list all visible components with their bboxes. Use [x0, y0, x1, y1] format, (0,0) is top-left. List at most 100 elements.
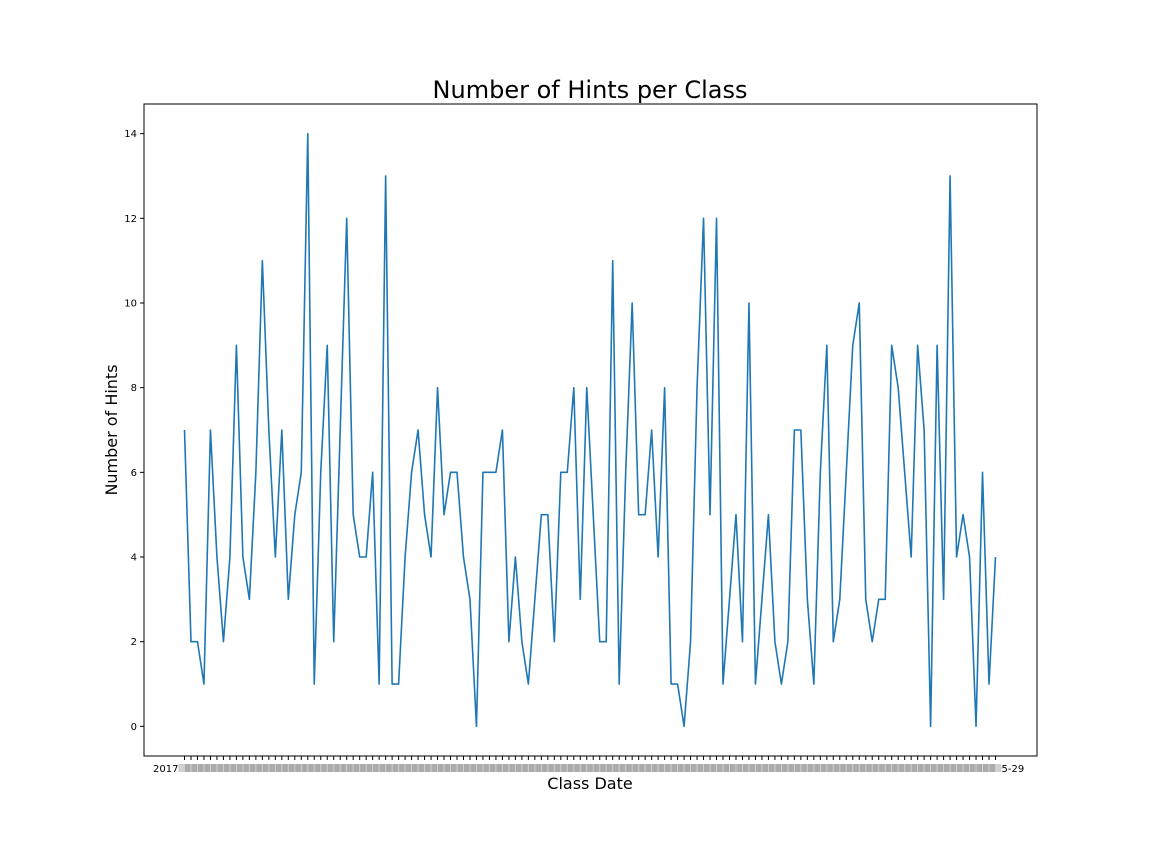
x-tick-label-mark: [970, 764, 983, 772]
x-tick-label-mark: [723, 764, 736, 772]
x-axis-label: Class Date: [547, 774, 632, 793]
x-tick-label-mark: [736, 764, 749, 772]
plot-frame: [143, 103, 1038, 757]
x-tick-label-mark: [606, 764, 619, 772]
x-tick-label-mark: [632, 764, 645, 772]
x-tick-label-mark: [275, 764, 288, 772]
x-tick-label-mark: [613, 764, 626, 772]
x-tick-label-mark: [515, 764, 528, 772]
x-tick-label-mark: [483, 764, 496, 772]
x-tick-label-mark: [898, 764, 911, 772]
x-tick-label-mark: [373, 764, 386, 772]
x-tick-label-mark: [412, 764, 425, 772]
x-tick-label-mark: [321, 764, 334, 772]
x-tick-label-mark: [840, 764, 853, 772]
x-tick-label-mark: [392, 764, 405, 772]
x-tick-label-mark: [704, 764, 717, 772]
plot-area: 0 2 4 6 8 10 12 14 2017 5-29: [124, 103, 1038, 775]
series-line: [183, 132, 997, 728]
x-tick-label-mark: [405, 764, 418, 772]
x-tick-label-mark: [710, 764, 723, 772]
x-tick-label-mark: [184, 764, 197, 772]
x-tick-label-last: 5-29: [1002, 764, 1025, 775]
x-tick-label-mark: [236, 764, 249, 772]
x-tick-label-mark: [386, 764, 399, 772]
x-tick-label-mark: [814, 764, 827, 772]
x-tick-label-mark: [178, 764, 191, 772]
x-tick-label-mark: [470, 764, 483, 772]
x-tick-label-mark: [334, 764, 347, 772]
x-tick-label-mark: [399, 764, 412, 772]
x-tick-label-mark: [554, 764, 567, 772]
x-tick-label-mark: [496, 764, 509, 772]
x-tick-label-mark: [963, 764, 976, 772]
x-tick-label-mark: [931, 764, 944, 772]
x-tick-label-mark: [775, 764, 788, 772]
x-tick-label-mark: [230, 764, 243, 772]
x-tick-label-mark: [749, 764, 762, 772]
x-tick-label-mark: [788, 764, 801, 772]
x-tick-label-mark: [502, 764, 515, 772]
x-tick-label-mark: [353, 764, 366, 772]
x-tick-label-mark: [781, 764, 794, 772]
x-tick-label-mark: [463, 764, 476, 772]
x-tick-label-mark: [574, 764, 587, 772]
x-tick-label-mark: [658, 764, 671, 772]
y-tick-label: 2: [131, 637, 137, 648]
x-tick-label-mark: [262, 764, 275, 772]
x-tick-label-mark: [308, 764, 321, 772]
x-tick-label-mark: [366, 764, 379, 772]
x-tick-labels-overlapped: [178, 764, 1002, 772]
x-tick-label-mark: [593, 764, 606, 772]
y-tick-label: 14: [124, 129, 137, 140]
x-tick-label-mark: [950, 764, 963, 772]
x-tick-label-mark: [360, 764, 373, 772]
x-tick-label-mark: [859, 764, 872, 772]
x-tick-label-mark: [548, 764, 561, 772]
x-tick-label-mark: [282, 764, 295, 772]
x-tick-label-mark: [541, 764, 554, 772]
x-tick-label-mark: [438, 764, 451, 772]
x-tick-label-mark: [872, 764, 885, 772]
x-tick-label-mark: [223, 764, 236, 772]
x-tick-label-mark: [983, 764, 996, 772]
x-tick-label-mark: [717, 764, 730, 772]
x-tick-label-mark: [457, 764, 470, 772]
x-tick-label-mark: [937, 764, 950, 772]
x-tick-label-mark: [684, 764, 697, 772]
x-tick-label-mark: [535, 764, 548, 772]
y-tick-label: 4: [131, 553, 137, 564]
x-tick-label-mark: [820, 764, 833, 772]
x-tick-label-mark: [885, 764, 898, 772]
x-tick-label-mark: [425, 764, 438, 772]
x-tick-label-mark: [729, 764, 742, 772]
x-tick-label-mark: [295, 764, 308, 772]
y-tick-label: 8: [131, 383, 137, 394]
x-tick-label-mark: [691, 764, 704, 772]
x-tick-label-mark: [892, 764, 905, 772]
x-tick-label-mark: [768, 764, 781, 772]
x-tick-label-mark: [762, 764, 775, 772]
chart-title: Number of Hints per Class: [433, 76, 748, 104]
x-tick-label-mark: [314, 764, 327, 772]
x-tick-label-mark: [905, 764, 918, 772]
x-tick-label-mark: [697, 764, 710, 772]
x-tick-label-mark: [807, 764, 820, 772]
x-tick-label-mark: [269, 764, 282, 772]
x-tick-label-mark: [827, 764, 840, 772]
x-tick-label-mark: [879, 764, 892, 772]
x-tick-label-mark: [645, 764, 658, 772]
x-tick-label-mark: [801, 764, 814, 772]
x-tick-label-mark: [626, 764, 639, 772]
x-tick-label-mark: [450, 764, 463, 772]
y-tick-label: 6: [131, 468, 137, 479]
x-tick-label-mark: [911, 764, 924, 772]
x-tick-label-mark: [924, 764, 937, 772]
x-tick-label-mark: [217, 764, 230, 772]
x-tick-label-mark: [327, 764, 340, 772]
x-tick-label-mark: [794, 764, 807, 772]
x-tick-label-mark: [444, 764, 457, 772]
y-axis-label: Number of Hints: [102, 364, 121, 495]
x-tick-label-mark: [431, 764, 444, 772]
